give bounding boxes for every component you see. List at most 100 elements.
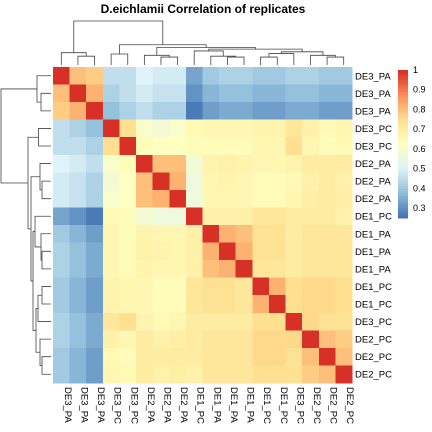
dendrogram-branch bbox=[36, 75, 51, 103]
heatmap-cell bbox=[152, 260, 170, 278]
heatmap-cell bbox=[136, 119, 153, 138]
heatmap-cell bbox=[335, 172, 353, 191]
heatmap-cell bbox=[285, 207, 303, 226]
colorbar-swatch bbox=[398, 134, 408, 137]
heatmap-cell bbox=[285, 242, 303, 261]
heatmap-cell bbox=[252, 260, 270, 278]
heatmap-cell bbox=[86, 154, 104, 173]
colorbar-swatch bbox=[398, 181, 408, 184]
heatmap-cell bbox=[86, 330, 104, 349]
colorbar-swatch bbox=[398, 77, 408, 81]
heatmap-cell bbox=[86, 189, 104, 208]
heatmap-cell bbox=[235, 137, 253, 156]
heatmap-cell bbox=[302, 330, 320, 349]
dendrogram-branch bbox=[37, 294, 51, 322]
dendrogram-branch bbox=[110, 53, 129, 65]
heatmap-cell bbox=[302, 207, 320, 226]
heatmap-cell bbox=[318, 172, 336, 191]
colorbar-swatch bbox=[398, 156, 408, 160]
colorbar-swatch bbox=[398, 139, 408, 142]
heatmap-cell bbox=[185, 84, 203, 103]
heatmap-cell bbox=[69, 225, 87, 243]
row-label: DE1_PC bbox=[355, 282, 392, 293]
heatmap-cell bbox=[53, 365, 70, 384]
heatmap-cell bbox=[235, 277, 253, 296]
heatmap-cell bbox=[252, 330, 270, 349]
colorbar-swatch bbox=[398, 116, 408, 120]
heatmap-cell bbox=[268, 119, 286, 138]
heatmap-cell bbox=[136, 242, 153, 261]
colorbar-swatch bbox=[398, 195, 408, 199]
column-label: DE2_PC bbox=[344, 387, 355, 424]
heatmap-cell bbox=[202, 295, 220, 314]
heatmap-cell bbox=[219, 172, 237, 191]
heatmap-cell bbox=[219, 207, 237, 226]
heatmap-cell bbox=[202, 330, 220, 349]
heatmap-cell bbox=[302, 365, 320, 384]
heatmap-cell bbox=[152, 277, 170, 296]
dendrogram-branch bbox=[60, 52, 87, 65]
heatmap-cell bbox=[102, 365, 120, 384]
heatmap-cell bbox=[69, 295, 87, 314]
heatmap-cell bbox=[202, 84, 220, 103]
heatmap-cell bbox=[235, 242, 253, 261]
colorbar-swatch bbox=[398, 168, 408, 172]
heatmap-cell bbox=[169, 102, 187, 120]
heatmap-cell bbox=[235, 207, 253, 226]
heatmap-cell bbox=[169, 189, 187, 208]
heatmap-cell bbox=[285, 365, 303, 384]
heatmap-cell bbox=[268, 189, 286, 208]
heatmap-cell bbox=[202, 312, 220, 331]
heatmap-cell bbox=[69, 312, 87, 331]
heatmap-cell bbox=[318, 312, 336, 331]
heatmap-cell bbox=[102, 347, 120, 366]
heatmap-cell bbox=[268, 225, 286, 243]
heatmap-cell bbox=[53, 102, 70, 120]
colorbar-swatch bbox=[398, 107, 408, 110]
colorbar-swatch bbox=[398, 198, 408, 202]
column-label: DE1_PA bbox=[228, 387, 239, 423]
heatmap-cell bbox=[53, 347, 70, 366]
heatmap-cell bbox=[219, 225, 237, 243]
heatmap-cell bbox=[53, 67, 70, 85]
heatmap-cell bbox=[318, 347, 336, 366]
dendrogram-branch bbox=[0, 88, 37, 184]
colorbar-swatch bbox=[398, 183, 408, 187]
column-label: DE1_PA bbox=[245, 387, 256, 423]
heatmap-cell bbox=[252, 242, 270, 261]
colorbar-swatch bbox=[398, 129, 408, 133]
heatmap-cell bbox=[285, 154, 303, 173]
heatmap-cell bbox=[119, 172, 137, 191]
heatmap-cell bbox=[53, 225, 70, 243]
colorbar-swatch bbox=[398, 94, 408, 98]
heatmap-cell bbox=[152, 207, 170, 226]
colorbar-swatch bbox=[398, 111, 408, 115]
heatmap-cell bbox=[318, 242, 336, 261]
heatmap-cell bbox=[119, 119, 137, 138]
heatmap-cell bbox=[185, 154, 203, 173]
heatmap-cell bbox=[69, 189, 87, 208]
heatmap-cell bbox=[119, 295, 137, 314]
heatmap-cell bbox=[202, 260, 220, 278]
heatmap-cell bbox=[268, 154, 286, 173]
heatmap-cell bbox=[119, 242, 137, 261]
heatmap-cell bbox=[53, 189, 70, 208]
heatmap-cell bbox=[102, 154, 120, 173]
heatmap-cell bbox=[136, 347, 153, 366]
heatmap-cell bbox=[302, 312, 320, 331]
row-label: DE2_PA bbox=[355, 194, 391, 205]
colorbar-swatch bbox=[398, 148, 408, 152]
column-label: DE2_PA bbox=[178, 387, 189, 423]
heatmap-cell bbox=[69, 347, 87, 366]
colorbar-swatch bbox=[398, 146, 408, 150]
heatmap-cell bbox=[169, 119, 187, 138]
heatmap-cell bbox=[318, 84, 336, 103]
heatmap-cell bbox=[318, 119, 336, 138]
column-label: DE2_PA bbox=[161, 387, 172, 423]
heatmap-cell bbox=[185, 189, 203, 208]
heatmap-cell bbox=[169, 172, 187, 191]
heatmap-cell bbox=[302, 277, 320, 296]
heatmap-cell bbox=[136, 189, 153, 208]
heatmap-cell bbox=[136, 67, 153, 85]
dendrogram-branch bbox=[260, 56, 278, 65]
